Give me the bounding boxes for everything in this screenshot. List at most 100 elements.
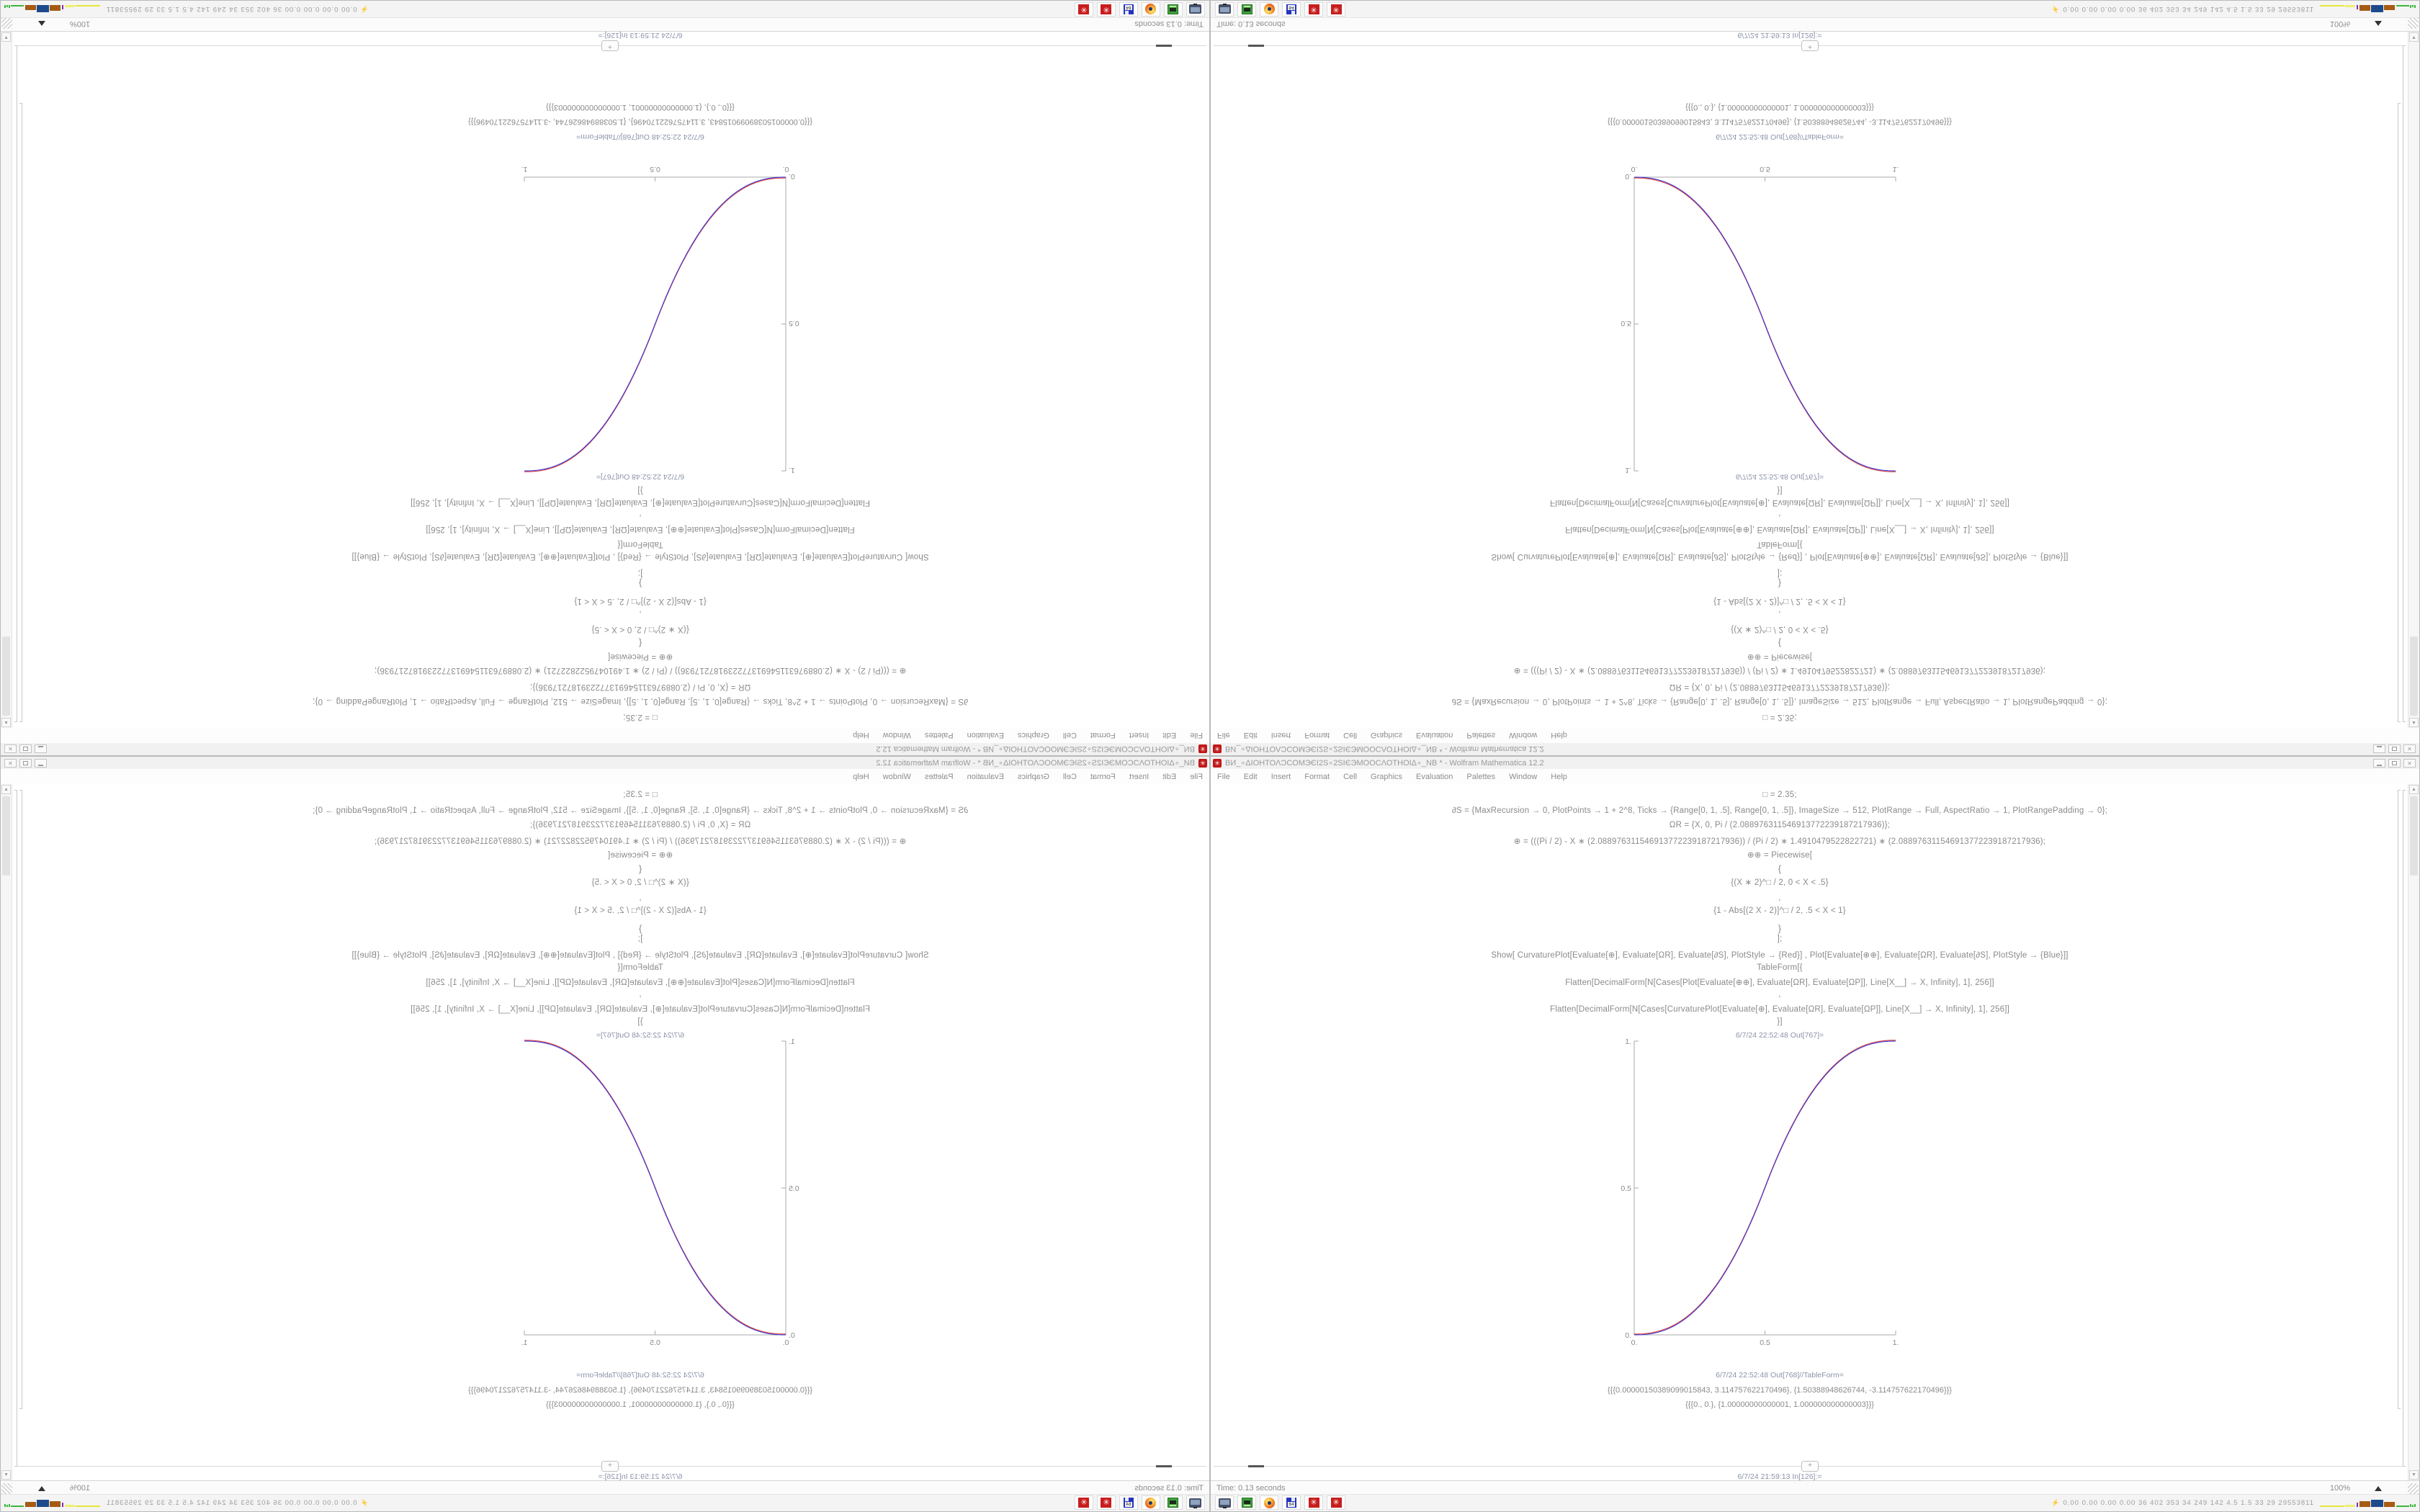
hscroll-thumb[interactable]: [1248, 1465, 1264, 1467]
code-line[interactable]: Flatten[DecimalForm[N[Cases[Plot[Evaluat…: [1565, 525, 1994, 534]
code-line[interactable]: ⊕⊕ = Piecewise[: [1747, 851, 1813, 860]
code-line[interactable]: ⊕ = (((Pi / 2) - X ∗ (2.0889763115469137…: [374, 837, 907, 846]
menu-item-format[interactable]: Format: [1304, 772, 1330, 781]
menu-item-edit[interactable]: Edit: [1162, 772, 1177, 781]
taskbar-button-package[interactable]: [1237, 2, 1256, 17]
notebook-area[interactable]: □ = 2.35; ∂S = {MaxRecursion → 0, PlotPo…: [1211, 784, 2419, 1480]
code-line[interactable]: }: [638, 923, 642, 934]
menu-item-cell[interactable]: Cell: [1343, 731, 1358, 740]
menu-item-window[interactable]: Window: [1509, 731, 1538, 740]
menu-item-edit[interactable]: Edit: [1243, 731, 1258, 740]
taskbar-button-screenshot-tool[interactable]: [1215, 2, 1234, 17]
taskbar-button-package[interactable]: [1164, 1495, 1183, 1510]
magnification-value[interactable]: 100%: [2329, 19, 2350, 28]
window-titlebar[interactable]: ✳ ВИ_∘ΔΙΟΗΤΟΛϽCOMЭЄΙ2Ѕ∘2ЅΙЄЭMOOϹΛΟΤΗΟΙΔ∘…: [1, 742, 1209, 755]
taskbar-button-mathematica-2[interactable]: ✳: [1327, 1495, 1345, 1510]
maximize-button[interactable]: [2388, 744, 2401, 754]
code-line[interactable]: }]: [1777, 486, 1783, 495]
taskbar-button-package[interactable]: [1237, 1495, 1256, 1510]
insert-cell-plus-button[interactable]: +: [601, 1461, 619, 1472]
menu-item-file[interactable]: File: [1190, 731, 1203, 740]
code-line[interactable]: {(X ∗ 2)^□ / 2, 0 < X < .5}: [591, 625, 689, 634]
menu-item-palettes[interactable]: Palettes: [924, 772, 954, 781]
code-line[interactable]: ⊕ = (((Pi / 2) - X ∗ (2.0889763115469137…: [1513, 837, 2046, 846]
vertical-scrollbar[interactable]: ▲ ▼: [1, 784, 12, 1480]
magnification-caret-icon[interactable]: [38, 21, 45, 26]
taskbar-button-screenshot-tool[interactable]: [1186, 2, 1205, 17]
scrollbar-thumb[interactable]: [2410, 636, 2418, 716]
code-line[interactable]: ,: [639, 513, 642, 522]
menu-item-edit[interactable]: Edit: [1162, 731, 1177, 740]
code-line[interactable]: Flatten[DecimalForm[N[Cases[CurvaturePlo…: [1549, 498, 2010, 507]
code-line[interactable]: Show[ CurvaturePlot[Evaluate[⊕], Evaluat…: [1491, 951, 2069, 960]
taskbar-button-firefox[interactable]: [1260, 1495, 1278, 1510]
code-line[interactable]: ⊕ = (((Pi / 2) - X ∗ (2.0889763115469137…: [1513, 666, 2046, 675]
taskbar-button-mathematica-1[interactable]: ✳: [1097, 1495, 1116, 1510]
code-line[interactable]: Show[ CurvaturePlot[Evaluate[⊕], Evaluat…: [351, 951, 929, 960]
code-line[interactable]: {: [638, 638, 642, 649]
code-line[interactable]: ,: [639, 894, 642, 902]
vertical-scrollbar[interactable]: ▲ ▼: [1, 32, 12, 728]
resize-grip[interactable]: [1, 1483, 12, 1494]
taskbar-button-screenshot-tool[interactable]: [1186, 1495, 1205, 1510]
menu-item-insert[interactable]: Insert: [1129, 772, 1150, 781]
hscroll-thumb[interactable]: [1248, 45, 1264, 47]
code-line[interactable]: ,: [1778, 513, 1781, 522]
menu-item-help[interactable]: Help: [1551, 731, 1567, 740]
code-line[interactable]: Flatten[DecimalForm[N[Cases[CurvaturePlo…: [410, 498, 871, 507]
code-line[interactable]: }]: [637, 1017, 643, 1026]
code-line[interactable]: Show[ CurvaturePlot[Evaluate[⊕], Evaluat…: [351, 552, 929, 561]
menu-item-evaluation[interactable]: Evaluation: [1416, 731, 1453, 740]
scroll-down-button[interactable]: ▼: [1, 32, 11, 42]
scrollbar-thumb[interactable]: [2, 636, 10, 716]
maximize-button[interactable]: [2388, 758, 2401, 768]
code-line[interactable]: ⊕⊕ = Piecewise[: [607, 652, 673, 661]
code-line[interactable]: ];: [1777, 935, 1783, 943]
menu-item-edit[interactable]: Edit: [1243, 772, 1258, 781]
menu-item-palettes[interactable]: Palettes: [1466, 731, 1496, 740]
cell-insertion-bar[interactable]: +: [1214, 1461, 2405, 1472]
code-line[interactable]: ΩR = {X, 0, Pi / (2.08897631154691377223…: [1669, 821, 1891, 829]
scroll-up-button[interactable]: ▲: [2409, 718, 2419, 727]
code-line[interactable]: ,: [1778, 610, 1781, 618]
cell-insertion-bar[interactable]: +: [15, 40, 1206, 51]
menu-item-file[interactable]: File: [1217, 731, 1230, 740]
taskbar-button-floppy64[interactable]: [1282, 1495, 1301, 1510]
menu-item-palettes[interactable]: Palettes: [1466, 772, 1496, 781]
menu-item-format[interactable]: Format: [1304, 731, 1330, 740]
menu-item-window[interactable]: Window: [1509, 772, 1538, 781]
code-line[interactable]: TableForm[{: [1757, 540, 1803, 549]
code-line[interactable]: ∂S = {MaxRecursion → 0, PlotPoints → 1 +…: [312, 806, 969, 815]
magnification-caret-icon[interactable]: [2375, 1486, 2382, 1491]
code-line[interactable]: ];: [637, 935, 643, 943]
scroll-up-button[interactable]: ▲: [1, 718, 11, 727]
hscroll-thumb[interactable]: [1156, 45, 1172, 47]
code-line[interactable]: TableForm[{: [1757, 963, 1803, 972]
menu-item-help[interactable]: Help: [853, 731, 869, 740]
code-line[interactable]: }: [1778, 578, 1782, 589]
code-line[interactable]: ,: [639, 990, 642, 999]
magnification-caret-icon[interactable]: [38, 1486, 45, 1491]
menu-item-graphics[interactable]: Graphics: [1371, 731, 1403, 740]
close-button[interactable]: ✕: [4, 744, 17, 754]
menu-item-format[interactable]: Format: [1090, 731, 1116, 740]
close-button[interactable]: ✕: [2403, 758, 2416, 768]
code-line[interactable]: {1 - Abs[(2 X - 2)]^□ / 2, .5 < X < 1}: [574, 906, 707, 915]
code-line[interactable]: ,: [1778, 990, 1781, 999]
menu-item-evaluation[interactable]: Evaluation: [967, 731, 1004, 740]
code-line[interactable]: ,: [1778, 894, 1781, 902]
insert-cell-plus-button[interactable]: +: [601, 40, 619, 51]
code-line[interactable]: Flatten[DecimalForm[N[Cases[CurvaturePlo…: [1549, 1005, 2010, 1014]
menu-item-window[interactable]: Window: [882, 772, 911, 781]
taskbar-button-firefox[interactable]: [1260, 2, 1278, 17]
resize-grip[interactable]: [1, 18, 12, 29]
code-line[interactable]: {1 - Abs[(2 X - 2)]^□ / 2, .5 < X < 1}: [1713, 597, 1846, 606]
menu-item-insert[interactable]: Insert: [1270, 731, 1291, 740]
menu-item-help[interactable]: Help: [853, 772, 869, 781]
code-line[interactable]: {1 - Abs[(2 X - 2)]^□ / 2, .5 < X < 1}: [574, 597, 707, 606]
scroll-up-button[interactable]: ▲: [1, 785, 11, 794]
scroll-down-button[interactable]: ▼: [2409, 1470, 2419, 1480]
magnification-value[interactable]: 100%: [2329, 1484, 2350, 1493]
vertical-scrollbar[interactable]: ▲ ▼: [2408, 32, 2419, 728]
code-line[interactable]: ∂S = {MaxRecursion → 0, PlotPoints → 1 +…: [1451, 806, 2108, 815]
